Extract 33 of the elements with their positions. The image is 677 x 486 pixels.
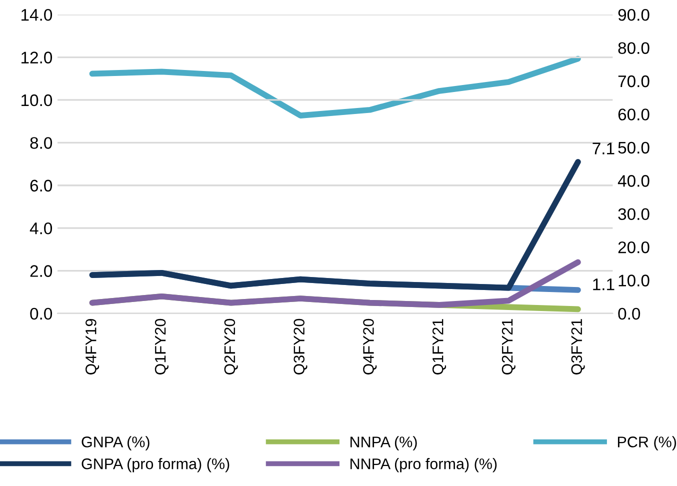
x-tick-label: Q4FY19 xyxy=(86,319,100,374)
legend-label: GNPA (pro forma) (%) xyxy=(82,458,230,472)
y2-tick-label: 40.0 xyxy=(618,175,650,187)
y-tick-label: 14.0 xyxy=(22,8,52,21)
annotation: 1.1 xyxy=(593,278,614,290)
legend-label: GNPA (%) xyxy=(82,436,150,450)
y2-tick-label: 80.0 xyxy=(618,42,650,54)
legend-label: PCR (%) xyxy=(618,436,676,450)
x-tick-label: Q1FY21 xyxy=(432,319,446,374)
y2-tick-label: 10.0 xyxy=(618,274,650,286)
legend-label: NNPA (%) xyxy=(350,436,417,450)
y-tick-label: 4.0 xyxy=(30,222,52,234)
y2-tick-label: 50.0 xyxy=(618,142,650,154)
y2-tick-label: 0.0 xyxy=(618,308,640,320)
x-tick-label: Q2FY21 xyxy=(502,319,516,374)
y2-tick-label: 20.0 xyxy=(618,241,650,254)
y-tick-label: 12.0 xyxy=(22,52,52,64)
x-tick-label: Q3FY20 xyxy=(294,318,308,374)
x-tick-label: Q3FY21 xyxy=(571,319,585,374)
y2-tick-label: 90.0 xyxy=(618,8,650,21)
y2-tick-label: 70.0 xyxy=(618,75,650,88)
x-tick-label: Q4FY20 xyxy=(363,318,377,374)
annotation: 7.1 xyxy=(592,142,614,154)
x-tick-label: Q1FY20 xyxy=(154,318,168,374)
x-tick-label: Q2FY20 xyxy=(224,318,238,374)
legend-label: NNPA (pro forma) (%) xyxy=(350,458,497,472)
y2-tick-label: 30.0 xyxy=(618,208,650,220)
y-tick-label: 10.0 xyxy=(22,94,52,106)
y-tick-label: 8.0 xyxy=(30,137,52,149)
y2-tick-label: 60.0 xyxy=(618,108,650,120)
y-tick-label: 6.0 xyxy=(30,180,52,192)
y-tick-label: 2.0 xyxy=(30,265,52,277)
y-tick-label: 0.0 xyxy=(30,308,52,320)
